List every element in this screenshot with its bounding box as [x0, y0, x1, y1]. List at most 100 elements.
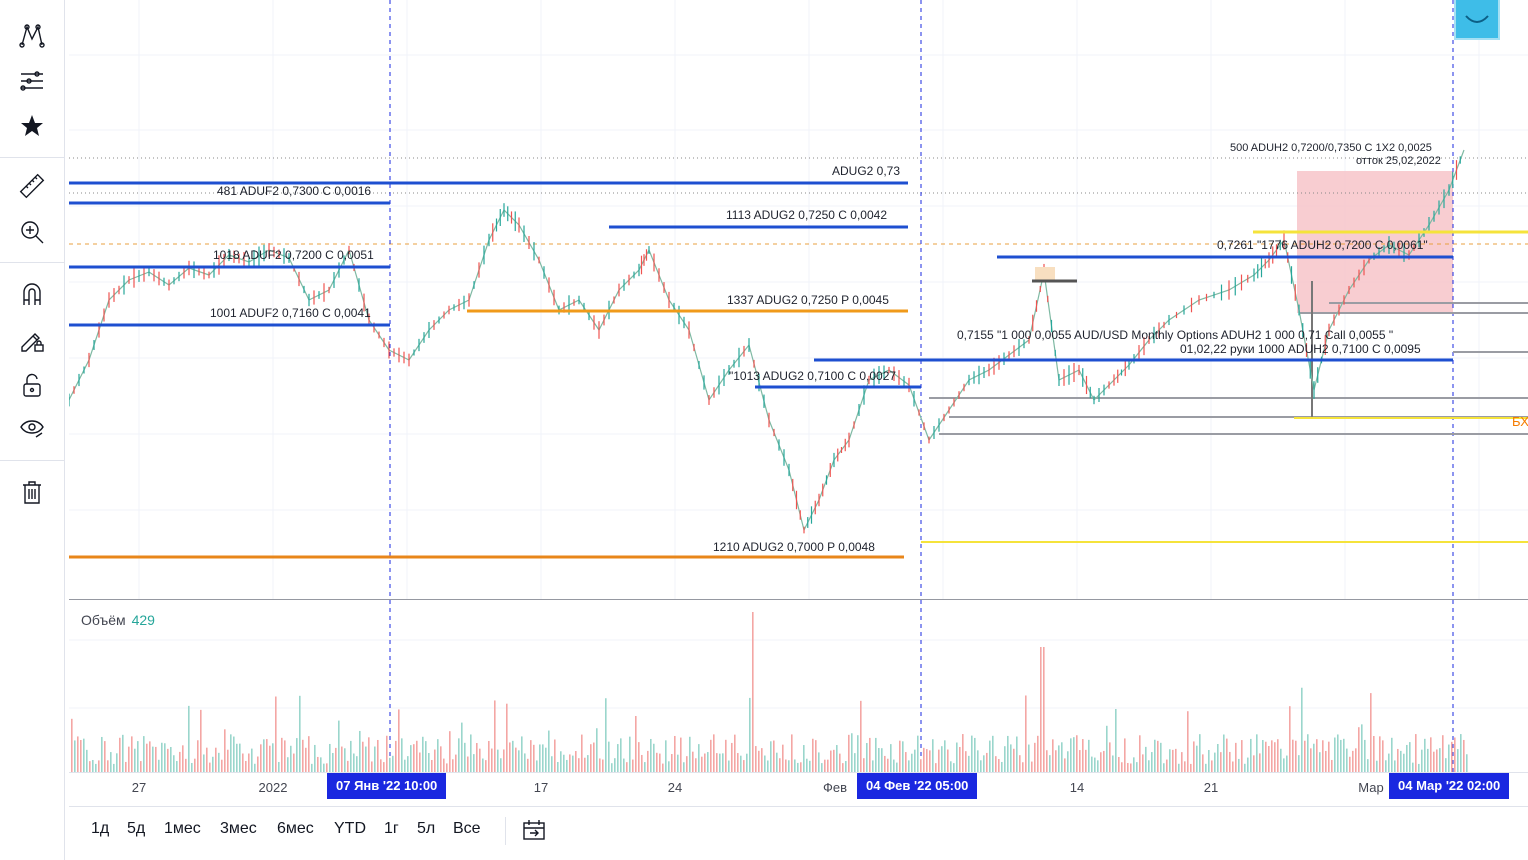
range-1d-button[interactable]: 1д: [91, 820, 110, 837]
volume-bar: [626, 762, 628, 772]
eye-icon[interactable]: [14, 410, 50, 446]
label-aduh2-top1: 500 ADUH2 0,7200/0,7350 C 1X2 0,0025: [1230, 142, 1432, 154]
volume-bar: [1289, 706, 1291, 772]
volume-bar: [1022, 762, 1024, 772]
range-bar: 1д 5д 1мес 3мес 6мес YTD 1г 5л Все: [69, 806, 1528, 857]
volume-bar: [170, 747, 172, 772]
volume-bar: [902, 741, 904, 772]
volume-bar: [308, 736, 310, 772]
volume-bar: [1031, 761, 1033, 772]
price-pane[interactable]: ADUG2 0,73 481 ADUF2 0,7300 C 0,0016 111…: [69, 0, 1528, 599]
volume-bar: [1088, 739, 1090, 772]
volume-bar: [1385, 760, 1387, 772]
volume-bar: [575, 751, 577, 772]
range-6m-button[interactable]: 6мес: [277, 820, 314, 837]
lock-drawing-icon[interactable]: [14, 322, 50, 358]
goto-date-icon[interactable]: [522, 819, 546, 846]
volume-bar: [1406, 744, 1408, 772]
range-1y-button[interactable]: 1г: [384, 820, 399, 837]
label-adug2-07100c: "1013 ADUG2 0,7100 C 0,0027: [729, 369, 897, 383]
volume-bar: [164, 743, 166, 772]
volume-bar: [458, 738, 460, 772]
volume-bar: [896, 762, 898, 772]
smile-icon: [1465, 15, 1489, 23]
volume-bar: [101, 736, 103, 772]
volume-bar: [869, 737, 871, 772]
range-5d-button[interactable]: 5д: [127, 820, 146, 837]
volume-bar: [482, 758, 484, 772]
volume-bar: [215, 747, 217, 772]
lock-icon[interactable]: [14, 367, 50, 403]
volume-bar: [614, 758, 616, 772]
volume-bar: [464, 742, 466, 772]
volume-bar: [260, 744, 262, 772]
volume-bar: [485, 760, 487, 772]
magnet-icon[interactable]: [14, 276, 50, 312]
volume-bar: [1274, 742, 1276, 772]
volume-bar: [89, 761, 91, 772]
volume-bar: [107, 760, 109, 772]
volume-bar: [806, 758, 808, 772]
volume-bar: [110, 752, 112, 772]
volume-bar: [797, 762, 799, 772]
label-aduh2-top2: отток 25,02,2022: [1356, 155, 1441, 167]
volume-bar: [1103, 750, 1105, 772]
trash-icon[interactable]: [14, 474, 50, 510]
volume-bar: [533, 744, 535, 772]
highlight-zone[interactable]: [1297, 171, 1453, 313]
volume-bar: [1415, 734, 1417, 772]
price-grid: [69, 0, 1528, 599]
volume-bar: [1193, 741, 1195, 772]
volume-bar: [77, 736, 79, 772]
pattern-tool-icon[interactable]: [14, 18, 50, 54]
volume-bar: [1352, 750, 1354, 772]
drawing-toolbar: [0, 0, 65, 860]
volume-bar: [326, 763, 328, 772]
favorite-star-icon[interactable]: [14, 108, 50, 144]
volume-bar: [1466, 754, 1468, 772]
range-all-button[interactable]: Все: [453, 820, 481, 837]
zoom-in-icon[interactable]: [14, 214, 50, 250]
volume-bar: [968, 755, 970, 772]
volume-bar: [1058, 745, 1060, 772]
range-1m-button[interactable]: 1мес: [164, 820, 201, 837]
volume-bar: [788, 760, 790, 772]
floating-widget-button[interactable]: [1454, 0, 1500, 40]
time-axis[interactable]: 27 2022 17 24 Фев 14 21 Мар 07 Янв '22 1…: [69, 772, 1528, 803]
chart-area[interactable]: ADUG2 0,73 481 ADUF2 0,7300 C 0,0016 111…: [69, 0, 1528, 772]
volume-bar: [269, 745, 271, 772]
range-5y-button[interactable]: 5л: [417, 820, 436, 837]
volume-bar: [929, 750, 931, 772]
volume-bar: [1190, 763, 1192, 772]
volume-bar: [1277, 739, 1279, 772]
volume-bar: [182, 745, 184, 772]
volume-bar: [974, 737, 976, 772]
volume-legend[interactable]: Объём 429: [81, 612, 155, 628]
volume-bar: [377, 739, 379, 772]
volume-bar: [1268, 745, 1270, 772]
label-aduh2-07155a: 0,7155 "1 000 0,0055 AUD/USD Monthly Opt…: [957, 328, 1394, 342]
ruler-icon[interactable]: [14, 168, 50, 204]
volume-bar: [401, 738, 403, 772]
volume-bar: [362, 741, 364, 772]
volume-bar: [461, 722, 463, 772]
volume-bar: [140, 761, 142, 772]
volume-bar: [605, 698, 607, 772]
volume-bar: [830, 750, 832, 772]
label-aduf2-07160c: 1001 ADUF2 0,7160 C 0,0041: [210, 306, 371, 320]
volume-bar: [263, 739, 265, 772]
range-ytd-button[interactable]: YTD: [334, 820, 366, 837]
volume-bar: [1139, 735, 1141, 772]
volume-bar: [1067, 751, 1069, 772]
volume-bar: [1160, 742, 1162, 772]
volume-bar: [113, 763, 115, 772]
volume-bar: [1046, 750, 1048, 772]
volume-bar: [1247, 757, 1249, 772]
range-3m-button[interactable]: 3мес: [220, 820, 257, 837]
volume-bar: [527, 758, 529, 772]
pane-divider[interactable]: [69, 599, 1528, 600]
volume-pane[interactable]: [69, 600, 1528, 772]
volume-bar: [665, 740, 667, 772]
volume-bar: [1379, 736, 1381, 772]
indicators-tool-icon[interactable]: [14, 63, 50, 99]
